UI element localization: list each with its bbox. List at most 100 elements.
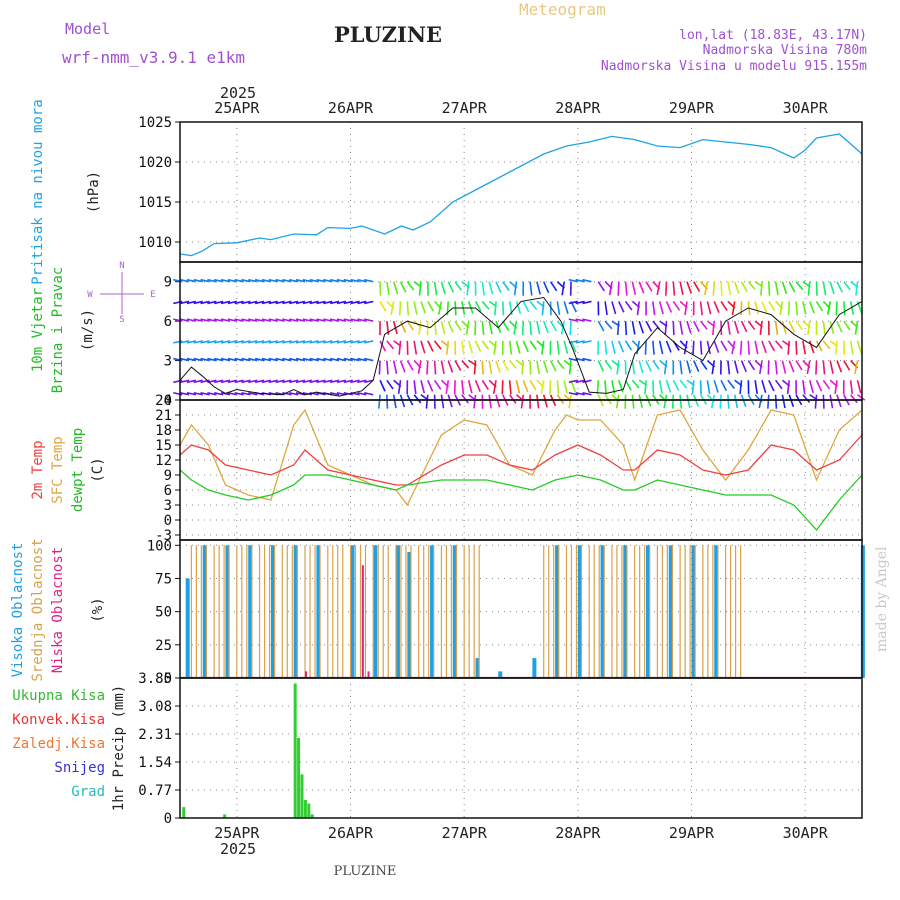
compass-rose: N S W E — [87, 261, 155, 325]
high-cloud-bar — [577, 545, 582, 678]
wind-arrow — [582, 300, 592, 305]
wind-arrow — [556, 340, 560, 355]
wind-arrow — [761, 380, 767, 393]
wind-arrow — [808, 301, 815, 314]
wind-arrow — [406, 320, 415, 331]
wind-arrow — [679, 379, 688, 389]
wind-arrow — [781, 394, 786, 409]
wind-arrow — [268, 318, 278, 322]
wind-arrow — [295, 278, 306, 283]
wind-arrow — [733, 394, 739, 409]
wind-arrow — [289, 318, 299, 322]
wind-arrow — [575, 278, 585, 283]
wind-arrow — [836, 320, 843, 333]
wind-arrow — [540, 380, 545, 394]
wind-arrow — [582, 278, 592, 283]
wind-arrow — [699, 301, 703, 316]
wind-arrow — [597, 281, 605, 292]
wind-arrow — [417, 360, 422, 374]
wind-arrow — [822, 394, 825, 409]
wind-arrow — [186, 391, 197, 396]
wind-arrow — [575, 318, 585, 322]
wind-arrow — [179, 278, 190, 283]
wind-arrow — [474, 379, 481, 392]
compass-west: W — [87, 290, 93, 300]
wind-arrow — [220, 278, 231, 283]
wind-arrow — [227, 391, 238, 396]
wind-arrow — [638, 281, 645, 294]
precip-legend-item: Snijeg — [54, 760, 105, 776]
wind-arrow — [268, 340, 278, 344]
wind-arrow — [173, 318, 183, 322]
wind-arrow — [488, 394, 492, 409]
wind-ylabel-2: Brzina i Pravac — [50, 267, 66, 393]
wind-arrow — [420, 340, 426, 354]
wind-arrow — [740, 320, 748, 333]
wind-arrow — [720, 379, 728, 392]
wind-arrow — [644, 380, 647, 395]
wind-arrow — [309, 278, 319, 283]
wind-arrow — [508, 340, 513, 355]
high-cloud-bar — [668, 545, 673, 678]
wind-arrow — [309, 379, 319, 384]
wind-arrow — [241, 357, 251, 362]
wind-arrow — [179, 318, 190, 322]
wind-arrow — [207, 318, 217, 322]
wind-arrow — [569, 321, 572, 336]
wind-arrow — [616, 321, 620, 336]
wind-arrow — [788, 360, 795, 373]
ytick-label: 24 — [155, 393, 172, 409]
wind-arrow — [679, 321, 684, 335]
wind-arrow — [768, 301, 776, 312]
wind-arrow — [658, 301, 664, 315]
wind-arrow — [241, 391, 251, 396]
wind-arrow — [767, 281, 771, 296]
wind-arrow — [665, 380, 672, 393]
wind-arrow — [413, 340, 418, 355]
wind-arrow — [220, 300, 231, 305]
precip-legend-item: Zaledj.Kisa — [12, 736, 105, 752]
wind-arrow — [747, 320, 756, 331]
wind-arrow — [658, 340, 664, 355]
wind-arrow — [173, 379, 183, 384]
wind-arrow — [200, 318, 210, 322]
wind-arrow — [604, 340, 608, 355]
wind-arrow — [836, 281, 844, 293]
wind-arrow — [501, 380, 504, 395]
wind-arrow — [343, 278, 353, 283]
wind-arrow — [254, 300, 265, 305]
wind-arrow — [193, 357, 203, 362]
wind-arrow — [420, 301, 427, 314]
year-top: 2025 — [220, 84, 256, 102]
wind-arrow — [706, 340, 711, 355]
wind-arrow — [747, 281, 756, 290]
wind-arrow — [214, 340, 224, 344]
wind-arrow — [854, 321, 859, 335]
wind-arrow — [488, 360, 493, 375]
wind-arrow — [214, 278, 224, 283]
wind-arrow — [364, 391, 374, 396]
wind-arrow — [671, 394, 675, 409]
wind-arrow — [207, 300, 217, 305]
wind-arrow — [795, 301, 799, 316]
wind-arrow — [693, 281, 701, 292]
wind-arrow — [350, 318, 360, 322]
wind-arrow — [427, 301, 435, 312]
bottom-date-label: 30APR — [783, 824, 829, 842]
footer-station: PLUZINE — [334, 864, 397, 879]
wind-arrow — [248, 379, 258, 384]
wind-arrow — [350, 340, 360, 344]
wind-arrow — [473, 360, 477, 375]
high-cloud-bar — [225, 545, 230, 678]
wind-arrow — [541, 301, 545, 316]
wind-arrow — [200, 278, 210, 283]
wind-arrow — [261, 357, 272, 362]
wind-arrow — [186, 340, 197, 344]
wind-arrow — [556, 380, 560, 395]
wind-arrow — [406, 360, 414, 371]
wind-arrow — [693, 320, 700, 332]
ytick-label: 18 — [155, 423, 172, 439]
precip-bar — [307, 803, 311, 818]
wind-arrow — [227, 379, 238, 384]
wind-arrow — [618, 340, 625, 353]
